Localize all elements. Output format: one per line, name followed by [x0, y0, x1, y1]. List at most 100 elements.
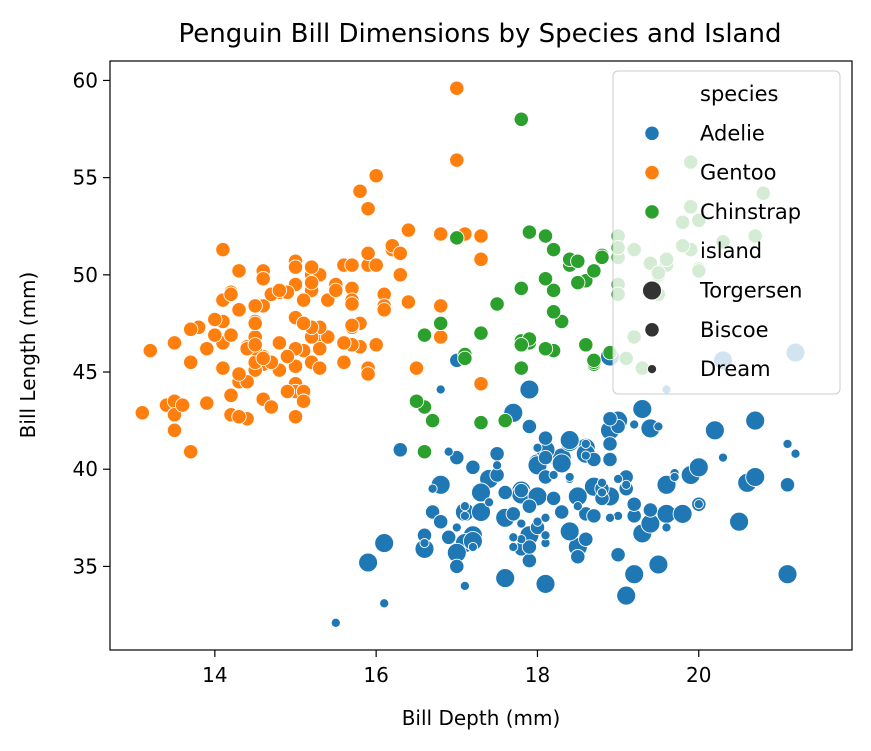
chinstrap-point	[570, 253, 586, 269]
gentoo-point	[312, 360, 328, 376]
gentoo-point	[344, 317, 360, 334]
x-tick-label: 18	[525, 663, 550, 687]
adelie-point	[661, 522, 672, 533]
chinstrap-point	[521, 224, 538, 240]
gentoo-point	[295, 292, 312, 308]
legend-marker-torgersen	[642, 280, 662, 301]
chinstrap-point	[513, 111, 529, 127]
adelie-point	[449, 558, 465, 575]
gentoo-point	[344, 257, 360, 273]
adelie-point	[441, 529, 457, 545]
chinstrap-point	[408, 393, 425, 409]
y-tick-label: 45	[73, 360, 98, 384]
adelie-point	[545, 490, 562, 507]
gentoo-point	[271, 282, 288, 299]
gentoo-point	[247, 315, 263, 332]
gentoo-point	[392, 267, 408, 283]
gentoo-point	[376, 302, 392, 318]
adelie-point	[379, 598, 390, 609]
adelie-point	[540, 530, 551, 541]
gentoo-point	[360, 245, 376, 262]
chinstrap-point	[497, 412, 513, 429]
adelie-point	[519, 379, 540, 400]
gentoo-point	[231, 409, 247, 425]
gentoo-point	[449, 152, 465, 168]
adelie-point	[777, 564, 798, 585]
x-tick-label: 20	[686, 663, 711, 687]
adelie-point	[596, 477, 608, 488]
gentoo-point	[433, 298, 449, 314]
legend-label-dream: Dream	[700, 357, 771, 381]
gentoo-point	[295, 315, 312, 332]
gentoo-point	[174, 397, 191, 413]
adelie-point	[532, 516, 543, 527]
gentoo-point	[279, 348, 296, 365]
y-tick-label: 55	[73, 166, 98, 190]
adelie-point	[551, 453, 572, 474]
adelie-point	[471, 502, 491, 522]
gentoo-point	[303, 274, 320, 291]
adelie-point	[648, 554, 669, 575]
adelie-point	[604, 512, 616, 523]
legend-marker-dream	[646, 364, 658, 375]
chinstrap-point	[537, 228, 554, 244]
legend-marker-biscoe	[644, 322, 660, 338]
adelie-point	[489, 446, 505, 462]
adelie-point	[586, 508, 602, 524]
gentoo-point	[142, 342, 158, 359]
adelie-point	[602, 436, 618, 452]
adelie-point	[548, 469, 559, 481]
gentoo-point	[183, 444, 199, 460]
adelie-point	[596, 487, 608, 498]
gentoo-point	[368, 257, 384, 273]
adelie-point	[564, 471, 575, 483]
adelie-point	[653, 421, 664, 432]
gentoo-point	[199, 341, 215, 357]
adelie-point	[392, 442, 408, 458]
adelie-point	[521, 418, 538, 435]
chinstrap-point	[424, 412, 441, 429]
adelie-point	[559, 521, 580, 542]
gentoo-point	[223, 286, 239, 302]
legend-frame	[612, 70, 841, 395]
chinstrap-point	[513, 360, 529, 376]
gentoo-point	[433, 329, 449, 345]
chinstrap-point	[416, 444, 433, 460]
adelie-point	[779, 477, 796, 493]
adelie-point	[516, 518, 527, 529]
chinstrap-point	[473, 325, 489, 341]
adelie-point	[729, 511, 750, 532]
gentoo-point	[166, 335, 183, 351]
adelie-point	[535, 573, 556, 594]
gentoo-point	[255, 350, 271, 367]
gentoo-point	[400, 222, 417, 238]
gentoo-point	[134, 405, 150, 421]
adelie-point	[629, 419, 640, 430]
adelie-point	[610, 547, 626, 563]
gentoo-point	[303, 259, 320, 275]
gentoo-point	[473, 376, 489, 392]
adelie-point	[521, 539, 538, 555]
gentoo-point	[433, 226, 449, 242]
adelie-point	[427, 483, 438, 494]
adelie-point	[443, 446, 454, 457]
adelie-point	[613, 473, 624, 484]
adelie-point	[717, 452, 729, 463]
chinstrap-point	[537, 271, 554, 287]
legend-label-chinstrap: Chinstrap	[700, 200, 801, 224]
adelie-point	[459, 580, 470, 591]
adelie-point	[521, 498, 538, 514]
adelie-point	[484, 497, 495, 508]
adelie-point	[624, 564, 645, 585]
x-tick-label: 16	[363, 663, 388, 687]
adelie-point	[495, 568, 516, 589]
adelie-point	[554, 504, 570, 520]
adelie-point	[451, 522, 462, 533]
gentoo-point	[271, 335, 288, 351]
adelie-point	[459, 501, 470, 512]
y-tick-label: 60	[73, 68, 98, 92]
adelie-point	[465, 459, 481, 475]
legend-title-island: island	[700, 239, 762, 263]
adelie-point	[580, 450, 591, 461]
adelie-point	[572, 501, 583, 512]
